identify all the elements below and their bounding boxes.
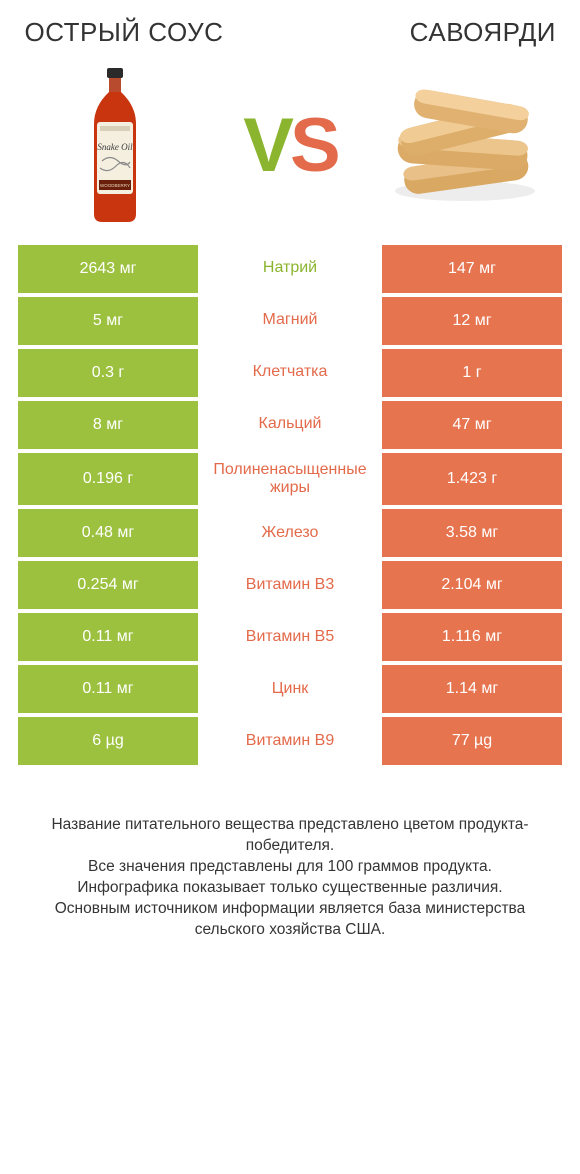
value-right: 2.104 мг [382,561,562,609]
footer-line-1: Название питательного вещества представл… [26,815,554,857]
table-row: 8 мгКальций47 мг [18,401,562,449]
nutrient-label: Полиненасыщенные жиры [198,453,382,506]
table-row: 0.3 гКлетчатка1 г [18,349,562,397]
comparison-table: 2643 мгНатрий147 мг5 мгМагний12 мг0.3 гК… [0,245,580,766]
value-left: 0.11 мг [18,665,198,713]
value-left: 8 мг [18,401,198,449]
table-row: 0.11 мгЦинк1.14 мг [18,665,562,713]
product-left-image: Snake Oil WOODBERRY [30,61,200,231]
nutrient-label: Цинк [198,665,382,713]
table-row: 0.48 мгЖелезо3.58 мг [18,509,562,557]
header: ОСТРЫЙ СОУС САВОЯРДИ [0,0,580,55]
nutrient-label: Натрий [198,245,382,293]
table-row: 5 мгМагний12 мг [18,297,562,345]
svg-text:WOODBERRY: WOODBERRY [100,183,130,188]
value-left: 5 мг [18,297,198,345]
value-right: 47 мг [382,401,562,449]
product-right-image [380,61,550,231]
nutrient-label: Магний [198,297,382,345]
hot-sauce-bottle-icon: Snake Oil WOODBERRY [80,66,150,226]
value-left: 0.196 г [18,453,198,506]
value-right: 1.14 мг [382,665,562,713]
value-right: 77 µg [382,717,562,765]
value-left: 0.254 мг [18,561,198,609]
table-row: 0.196 гПолиненасыщенные жиры1.423 г [18,453,562,506]
footer-line-2: Все значения представлены для 100 граммо… [26,857,554,878]
nutrient-label: Клетчатка [198,349,382,397]
table-row: 6 µgВитамин B977 µg [18,717,562,765]
table-row: 0.254 мгВитамин B32.104 мг [18,561,562,609]
infographic-container: ОСТРЫЙ СОУС САВОЯРДИ Snake Oil WOODBERRY… [0,0,580,941]
nutrient-label: Железо [198,509,382,557]
footer-line-3: Инфографика показывает только существенн… [26,878,554,899]
vs-label: VS [243,108,336,184]
table-row: 0.11 мгВитамин B51.116 мг [18,613,562,661]
nutrient-label: Витамин B9 [198,717,382,765]
value-left: 0.48 мг [18,509,198,557]
vs-s: S [290,103,337,188]
value-right: 12 мг [382,297,562,345]
value-left: 6 µg [18,717,198,765]
value-right: 1.116 мг [382,613,562,661]
footer-line-4: Основным источником информации является … [26,899,554,941]
value-right: 147 мг [382,245,562,293]
svg-text:Snake Oil: Snake Oil [97,142,133,152]
value-right: 3.58 мг [382,509,562,557]
product-right-title: САВОЯРДИ [356,18,556,47]
value-left: 0.3 г [18,349,198,397]
value-right: 1 г [382,349,562,397]
nutrient-label: Витамин B3 [198,561,382,609]
vs-v: V [243,103,290,188]
nutrient-label: Витамин B5 [198,613,382,661]
table-row: 2643 мгНатрий147 мг [18,245,562,293]
footer-notes: Название питательного вещества представл… [0,769,580,941]
value-right: 1.423 г [382,453,562,506]
value-left: 0.11 мг [18,613,198,661]
nutrient-label: Кальций [198,401,382,449]
ladyfingers-icon [380,81,550,211]
product-left-title: ОСТРЫЙ СОУС [24,18,224,47]
value-left: 2643 мг [18,245,198,293]
images-row: Snake Oil WOODBERRY VS [0,55,580,245]
